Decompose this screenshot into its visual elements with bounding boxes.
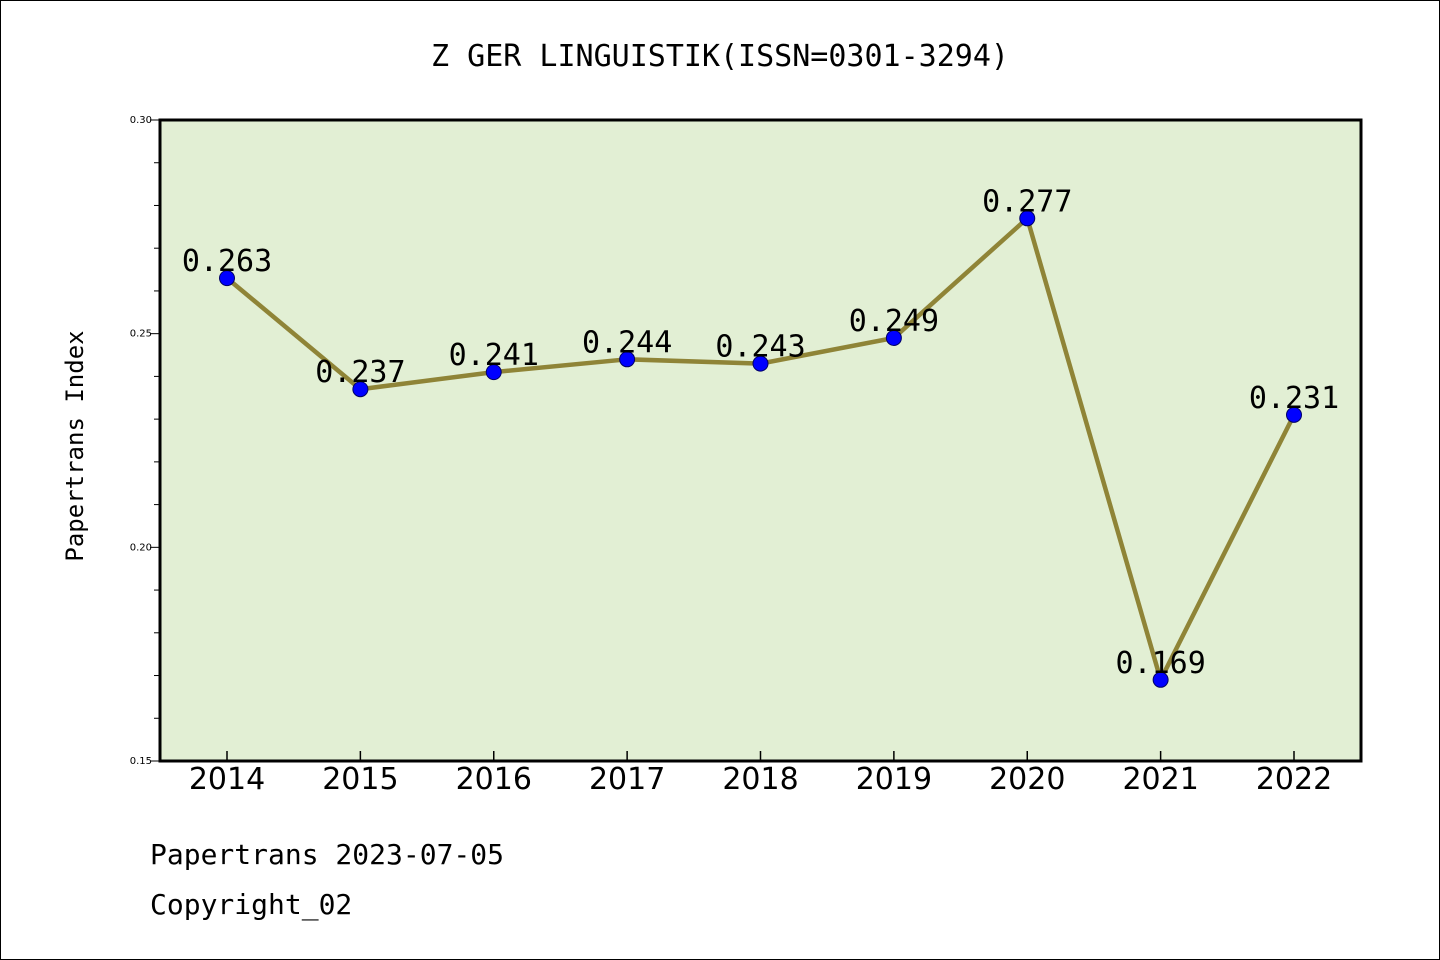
data-label: 0.237 [315,355,405,390]
data-label: 0.241 [449,338,539,373]
data-point [1152,671,1169,688]
data-points [219,210,1302,688]
data-point [1019,210,1036,227]
x-tick-label: 2022 [1256,762,1332,797]
x-tick-label: 2016 [456,762,532,797]
y-tick-label: 0.20 [130,542,152,553]
data-point [752,355,769,372]
y-axis-label: Papertrans Index [61,330,89,561]
data-point [619,351,636,368]
x-tick-label: 2018 [722,762,798,797]
y-tick-label: 0.15 [130,756,152,767]
y-axis-ticks: 0.15 0.20 0.25 0.30 [130,115,160,767]
y-tick-label: 0.25 [130,329,152,340]
data-point [485,364,502,381]
x-axis-ticks: 2014 2015 2016 2017 2018 2019 2020 2021 2022 [189,751,1332,797]
data-point [219,270,235,287]
data-label: 0.243 [715,330,805,365]
data-label: 0.277 [982,184,1072,219]
data-labels: 0.263 0.237 0.241 0.244 0.243 0.249 0.277 0.169… [182,184,1339,681]
footer-copyright: Copyright_02 [150,888,352,922]
data-point [885,329,902,346]
data-point [352,381,369,398]
data-label: 0.231 [1249,381,1339,416]
x-tick-label: 2015 [322,762,398,797]
plot-area [160,120,1361,761]
chart-title: Z GER LINGUISTIK(ISSN=0301-3294) [431,39,1009,74]
data-label: 0.249 [849,304,939,339]
x-tick-label: 2017 [589,762,665,797]
data-label: 0.263 [182,244,272,279]
footer-date: Papertrans 2023-07-05 [150,838,504,871]
x-tick-label: 2019 [856,762,932,797]
x-tick-label: 2021 [1122,762,1198,797]
x-tick-label: 2014 [189,762,265,797]
y-tick-label: 0.30 [130,115,152,126]
data-label: 0.169 [1115,646,1205,681]
data-point [1286,406,1302,423]
x-tick-label: 2020 [989,762,1065,797]
plot-frame [158,118,1363,763]
data-label: 0.244 [582,325,672,360]
